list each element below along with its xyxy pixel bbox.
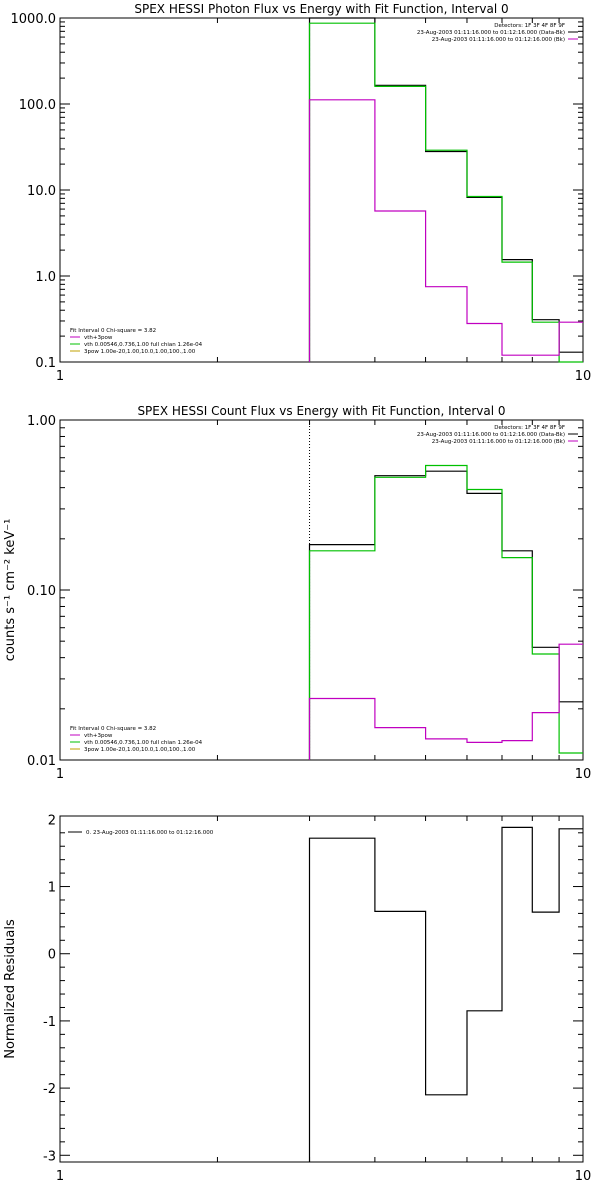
panel1-legend-text: vth 0.00546,0.736,1.00 full chian 1.26e-… — [84, 342, 203, 348]
panel1-ytick-label: 1.0 — [35, 270, 56, 285]
panel2-legend-text: 23-Aug-2003 01:11:16.000 to 01:12:16.000… — [432, 439, 565, 445]
panel3-frame — [59, 815, 584, 1163]
panel1-legend-text: 23-Aug-2003 01:11:16.000 to 01:12:16.000… — [417, 30, 565, 36]
panel2-ytick-label: 0.01 — [27, 754, 56, 769]
panel3-ylabel: Normalized Residuals — [3, 919, 18, 1059]
panel1-legend-text: Fit Interval 0 Chi-square = 3.82 — [70, 328, 156, 334]
panel2-legend-text: 23-Aug-2003 01:11:16.000 to 01:12:16.000… — [417, 432, 565, 438]
panel1-series-1-line — [308, 17, 583, 362]
panel2-title: SPEX HESSI Count Flux vs Energy with Fit… — [137, 404, 505, 418]
panel1-ytick-label: 10.0 — [27, 184, 56, 199]
panel1-ytick-label: 0.1 — [35, 356, 56, 371]
panel1-xtick-label: 1 — [56, 369, 64, 384]
panel2-ytick-label: 1.00 — [27, 414, 56, 429]
panel2-legend-text: vth+3pow — [84, 733, 113, 739]
panel2-xtick-label: 10 — [575, 767, 592, 782]
panel2-series-2-line — [308, 464, 583, 760]
panel3-ytick-label: 0 — [48, 948, 56, 963]
panel1-legend-text: vth+3pow — [84, 335, 113, 341]
panel3-series-1-line — [308, 826, 583, 1162]
panel2-legend-text: 3pow 1.00e-20,1.00,10.0,1.00,100.,1.00 — [84, 747, 196, 753]
panel3-ytick-label: -2 — [43, 1082, 56, 1097]
panel2-ytick-label: 0.10 — [27, 584, 56, 599]
panel3-ytick-label: -1 — [43, 1015, 56, 1030]
panel2-ylabel: counts s⁻¹ cm⁻² keV⁻¹ — [3, 519, 18, 662]
panel1-frame — [59, 17, 584, 363]
panel1-ytick-label: 100.0 — [19, 98, 56, 113]
panel1-title: SPEX HESSI Photon Flux vs Energy with Fi… — [134, 2, 508, 16]
panel3-xtick-label: 10 — [575, 1169, 592, 1184]
panel2-xtick-label: 1 — [56, 767, 64, 782]
panel3-ytick-label: 2 — [48, 813, 56, 828]
panel2-legend-text: vth 0.00546,0.736,1.00 full chian 1.26e-… — [84, 740, 203, 746]
panel2-series-1-line — [308, 470, 583, 760]
panel1-legend-text: 3pow 1.00e-20,1.00,10.0,1.00,100.,1.00 — [84, 349, 196, 355]
panel1-legend-text: Detectors: 1F 3F 4F 8F 9F — [494, 23, 565, 29]
panel3-legend-text: 0. 23-Aug-2003 01:11:16.000 to 01:12:16.… — [86, 830, 214, 836]
panel1-xtick-label: 10 — [575, 369, 592, 384]
panel1-series-2-line — [308, 22, 583, 363]
panel2-series-3-line — [308, 643, 583, 760]
panel2-legend-text: Fit Interval 0 Chi-square = 3.82 — [70, 726, 156, 732]
panel2-frame — [59, 419, 584, 761]
panel2-legend-text: Detectors: 1F 3F 4F 8F 9F — [494, 425, 565, 431]
panel3-xtick-label: 1 — [56, 1169, 64, 1184]
panel1-series-3-line — [308, 99, 583, 362]
panel1-legend-text: 23-Aug-2003 01:11:16.000 to 01:12:16.000… — [432, 37, 565, 43]
panel3-ytick-label: -3 — [43, 1149, 56, 1164]
panel1-ytick-label: 1000.0 — [11, 12, 57, 27]
panel3-ytick-label: 1 — [48, 881, 56, 896]
